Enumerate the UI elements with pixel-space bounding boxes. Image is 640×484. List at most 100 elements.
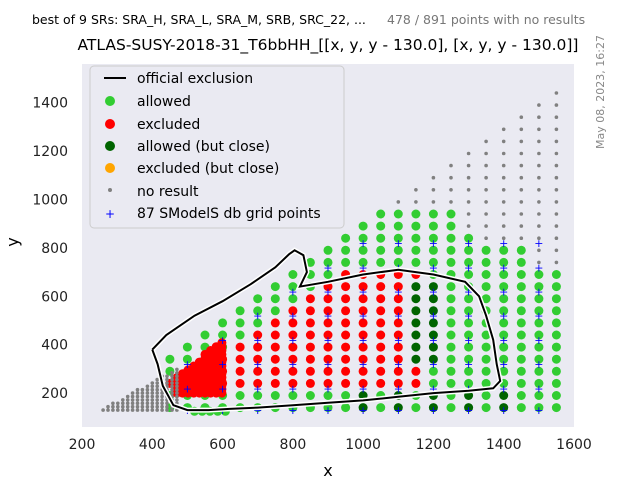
data-point-allowed-close [411,306,421,316]
data-point-noresult [519,163,524,168]
data-point-excluded [253,342,263,352]
data-point-noresult [519,139,524,144]
grid-point-marker: + [499,237,508,250]
y-tick-label: 400 [41,338,68,354]
data-point-allowed [551,403,561,413]
grid-point-marker: + [464,310,473,323]
y-tick-label: 800 [41,241,68,257]
grid-point-marker: + [499,358,508,371]
data-point-excluded [393,282,403,292]
data-point-excluded [393,294,403,304]
data-point-excluded [323,294,333,304]
legend-allowed-swatch [105,96,115,106]
data-point-noresult [150,384,155,389]
legend-allowed-close-swatch [105,141,115,151]
legend-noresult-swatch [108,188,112,192]
data-point-noresult [554,260,559,265]
grid-point-marker: + [288,382,297,395]
data-point-excluded [305,366,315,376]
data-point-allowed [499,306,509,316]
date-stamp: May 08, 2023, 16:27 [594,35,607,149]
data-point-allowed [551,342,561,352]
data-point-excluded [305,318,315,328]
data-point-excluded [341,306,351,316]
data-point-allowed [235,330,245,340]
data-point-noresult [155,401,159,406]
data-point-allowed [218,318,228,328]
grid-point-marker: + [394,358,403,371]
data-point-noresult [554,236,559,240]
data-point-excluded [323,342,333,352]
data-point-noresult [160,401,164,406]
grid-point-marker: + [534,237,543,250]
data-point-noresult [484,175,488,180]
data-point-noresult [537,212,541,216]
data-point-excluded [270,318,280,328]
data-point-allowed [305,257,315,267]
data-point-excluded [323,330,333,340]
data-point-noresult [484,224,488,228]
data-point-noresult [554,151,559,156]
grid-point-marker: + [218,358,227,371]
legend-excluded-close-swatch [105,163,115,173]
data-point-excluded [393,306,403,316]
data-point-excluded [411,366,421,376]
data-point-noresult [145,408,150,412]
y-tick-label: 1000 [32,193,68,209]
data-point-excluded [376,354,386,364]
data-point-allowed [446,209,456,219]
data-point-allowed [376,403,386,413]
data-point-noresult [150,391,155,395]
data-point-allowed [270,282,280,292]
data-point-excluded [253,378,263,388]
data-point-allowed-close [428,318,438,328]
data-point-noresult [414,188,418,192]
data-point-noresult [396,200,401,204]
data-point-excluded [253,366,263,376]
data-point-noresult [484,200,488,204]
data-point-allowed [534,282,544,292]
data-point-excluded [288,306,298,316]
data-point-allowed [446,306,456,316]
data-point-allowed [464,366,474,376]
data-point-excluded [323,318,333,328]
data-point-allowed [270,306,280,316]
data-point-noresult [554,163,559,168]
data-point-allowed [376,245,386,255]
data-point-noresult [554,200,559,204]
data-point-allowed [393,221,403,231]
data-point-noresult [140,398,145,402]
data-point-noresult [501,200,506,204]
grid-point-marker: + [429,404,438,417]
data-point-noresult [130,394,135,399]
grid-point-marker: + [534,382,543,395]
data-point-noresult [155,384,159,389]
data-point-allowed [446,378,456,388]
data-point-allowed [411,233,421,243]
data-point-allowed [165,354,175,364]
data-point-allowed [218,330,228,340]
data-point-allowed [288,270,298,279]
data-point-allowed-close [428,342,438,352]
data-point-noresult [519,212,524,216]
y-tick-label: 1400 [32,96,68,112]
data-point-allowed [446,366,456,376]
grid-point-marker: + [464,261,473,274]
data-point-noresult [484,163,488,168]
data-point-noresult [519,127,524,132]
data-point-noresult [135,404,140,409]
x-tick-label: 1000 [345,437,381,453]
grid-point-marker: + [429,310,438,323]
data-point-excluded [358,306,368,316]
data-point-noresult [519,200,524,204]
data-point-noresult [537,151,541,156]
data-point-allowed [464,318,474,328]
data-point-allowed [551,318,561,328]
data-point-allowed [393,233,403,243]
header-no-result-text: 478 / 891 points with no results [387,12,585,27]
data-point-noresult [121,408,125,412]
data-point-excluded [393,342,403,352]
data-point-noresult [554,103,559,107]
grid-point-marker: + [534,404,543,417]
data-point-noresult [501,224,506,228]
